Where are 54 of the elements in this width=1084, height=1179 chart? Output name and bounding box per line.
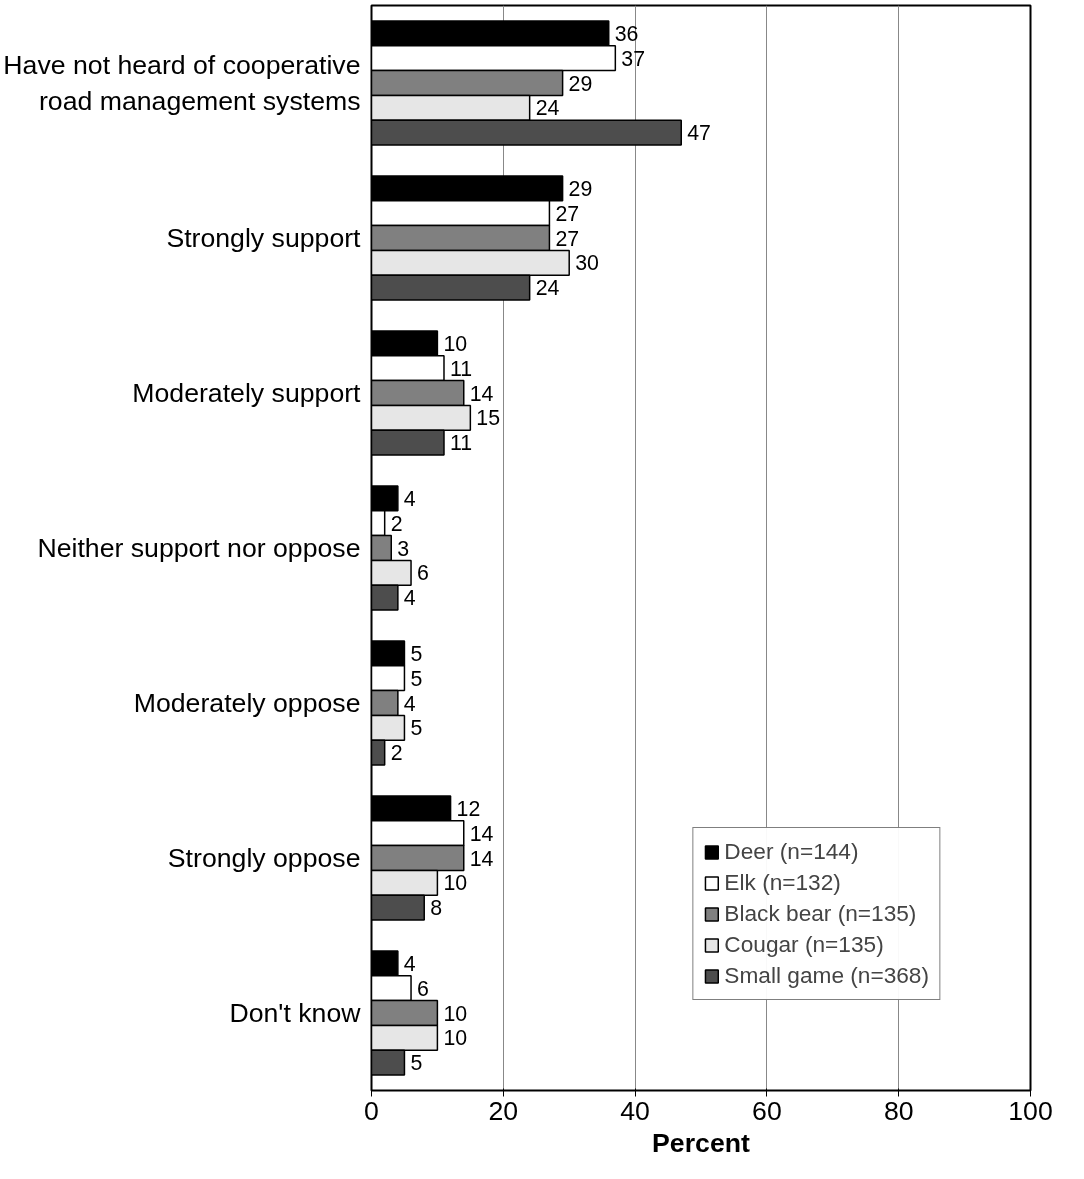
data-label: 5 bbox=[410, 716, 423, 741]
data-label: 47 bbox=[687, 121, 711, 146]
y-tick-label: Don't know bbox=[229, 998, 362, 1028]
data-label: 10 bbox=[443, 331, 468, 356]
data-label: 8 bbox=[430, 896, 443, 921]
y-tick-label: Strongly oppose bbox=[167, 843, 361, 873]
data-label: 30 bbox=[575, 251, 600, 276]
data-label: 10 bbox=[443, 1001, 468, 1026]
x-tick-label: 100 bbox=[1008, 1095, 1053, 1126]
x-tick-label: 60 bbox=[752, 1095, 782, 1126]
data-label: 27 bbox=[555, 201, 580, 226]
data-label: 2 bbox=[390, 511, 403, 536]
data-label: 10 bbox=[443, 871, 468, 896]
data-label: 6 bbox=[417, 561, 429, 586]
data-label: 10 bbox=[443, 1026, 468, 1051]
data-label: 24 bbox=[535, 96, 560, 121]
data-label: 3 bbox=[397, 536, 410, 561]
data-label: 29 bbox=[568, 176, 593, 201]
y-tick-label: Neither support nor oppose bbox=[37, 533, 361, 563]
data-label: 29 bbox=[568, 71, 593, 96]
x-tick-label: 20 bbox=[488, 1095, 519, 1126]
data-label: 4 bbox=[403, 486, 416, 511]
data-label: 4 bbox=[403, 586, 416, 611]
y-tick-label: Strongly support bbox=[166, 223, 362, 253]
legend-label: Deer (n=144) bbox=[724, 838, 859, 865]
data-label: 5 bbox=[410, 641, 423, 666]
y-tick-label: Have not heard of cooperative road management systems bbox=[3, 50, 361, 116]
data-label: 14 bbox=[469, 846, 494, 871]
data-label: 37 bbox=[621, 46, 646, 71]
data-label: 15 bbox=[476, 406, 501, 431]
legend-label: Cougar (n=135) bbox=[724, 931, 884, 958]
data-label: 12 bbox=[456, 796, 481, 821]
x-axis-title: Percent bbox=[652, 1127, 751, 1158]
x-tick-label: 40 bbox=[620, 1095, 650, 1126]
y-tick-label: Moderately support bbox=[132, 378, 362, 408]
x-tick-label: 0 bbox=[364, 1095, 379, 1126]
data-label: 5 bbox=[410, 1051, 423, 1076]
data-label: 4 bbox=[403, 951, 416, 976]
y-tick-label: Moderately oppose bbox=[133, 688, 361, 718]
data-label: 5 bbox=[410, 666, 423, 691]
data-label: 6 bbox=[417, 976, 429, 1001]
data-label: 14 bbox=[469, 381, 494, 406]
legend-label: Elk (n=132) bbox=[724, 869, 841, 896]
data-label: 27 bbox=[555, 226, 580, 251]
data-label: 11 bbox=[449, 356, 473, 381]
data-label: 4 bbox=[403, 691, 416, 716]
legend-label: Black bear (n=135) bbox=[724, 900, 917, 927]
data-label: 24 bbox=[535, 276, 560, 301]
data-label: 2 bbox=[390, 741, 403, 766]
x-tick-label: 80 bbox=[883, 1095, 914, 1126]
data-label: 11 bbox=[449, 431, 473, 456]
data-label: 14 bbox=[469, 821, 494, 846]
legend-label: Small game (n=368) bbox=[724, 962, 929, 989]
data-label: 36 bbox=[614, 21, 639, 46]
